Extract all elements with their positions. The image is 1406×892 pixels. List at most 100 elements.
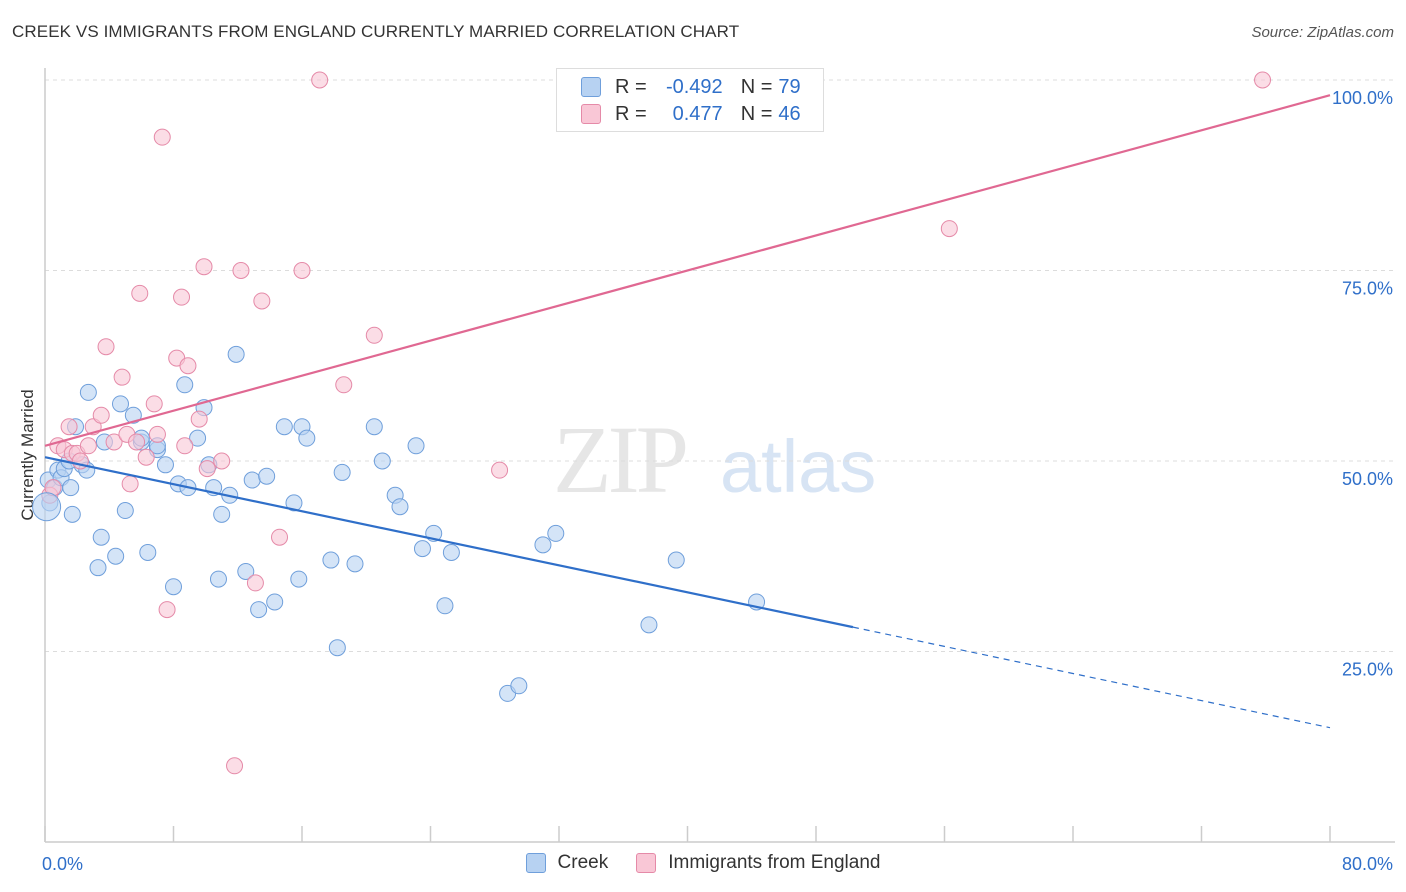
series-label-england: Immigrants from England — [668, 852, 881, 873]
legend-n-value: 46 — [778, 102, 801, 125]
trend-lines — [44, 94, 1331, 729]
point-england — [232, 262, 250, 279]
watermark-atlas: atlas — [720, 425, 876, 508]
point-creek — [32, 492, 62, 522]
point-england — [1254, 71, 1272, 89]
point-england — [92, 406, 110, 424]
point-creek — [328, 639, 346, 657]
legend: R = -0.492 N = 79 R = 0.477 N = 46 — [556, 68, 824, 132]
point-creek — [79, 383, 97, 401]
legend-r-label: R = — [615, 102, 647, 125]
point-creek — [189, 429, 207, 447]
point-creek — [322, 551, 340, 569]
legend-r-value: 0.477 — [672, 102, 723, 125]
point-england — [213, 452, 231, 470]
watermark: ZIP atlas — [553, 406, 876, 513]
legend-row-creek: R = -0.492 N = 79 — [581, 74, 801, 100]
point-england — [153, 128, 171, 146]
legend-n-value: 79 — [778, 75, 801, 98]
point-creek — [63, 505, 81, 523]
point-england — [113, 368, 131, 386]
series-legend-england: Immigrants from England — [636, 852, 880, 874]
point-creek — [116, 502, 134, 520]
series-swatch-creek — [525, 853, 546, 873]
series-legend: Creek Immigrants from England — [0, 852, 1406, 874]
point-england — [195, 258, 213, 276]
point-england — [60, 418, 78, 436]
point-creek — [640, 616, 658, 634]
point-creek — [209, 570, 227, 588]
x-tick-label: 0.0% — [42, 854, 83, 874]
point-england — [491, 461, 509, 479]
point-creek — [365, 418, 383, 436]
trend-line-creek — [44, 456, 854, 629]
point-creek — [285, 494, 303, 512]
point-england — [271, 528, 289, 546]
point-creek — [275, 418, 293, 436]
point-creek — [243, 471, 261, 489]
y-tick-label: 25.0% — [1342, 660, 1393, 680]
point-england — [128, 433, 146, 451]
point-england — [137, 448, 155, 466]
watermark-zip: ZIP — [553, 406, 686, 513]
legend-row-england: R = 0.477 N = 46 — [581, 101, 801, 127]
y-tick-label: 50.0% — [1342, 469, 1393, 489]
legend-r-label: R = — [615, 75, 647, 98]
point-england — [145, 395, 163, 413]
point-creek — [373, 452, 391, 470]
point-creek — [547, 524, 565, 542]
point-creek — [111, 395, 129, 413]
point-creek — [258, 467, 276, 485]
point-creek — [124, 406, 142, 424]
point-creek — [667, 551, 685, 569]
series-label-creek: Creek — [557, 852, 609, 873]
point-creek — [298, 429, 316, 447]
legend-r-value: -0.492 — [665, 75, 723, 98]
point-england — [97, 338, 115, 356]
point-creek — [92, 528, 110, 546]
series-swatch-england — [636, 853, 657, 873]
point-creek — [165, 578, 182, 596]
point-england — [940, 220, 958, 238]
y-tick-label: 100.0% — [1332, 88, 1393, 108]
point-creek — [139, 543, 157, 561]
point-england — [131, 284, 149, 302]
legend-n-label: N = — [740, 75, 773, 98]
source-label: Source: ZipAtlas.com — [1251, 24, 1394, 41]
chart-title: CREEK VS IMMIGRANTS FROM ENGLAND CURRENT… — [12, 22, 740, 41]
trend-line-creek-extension — [852, 626, 1331, 729]
point-england — [173, 288, 191, 306]
point-england — [198, 460, 216, 478]
point-creek — [250, 601, 268, 619]
series-legend-creek: Creek — [525, 852, 609, 874]
point-england — [311, 71, 329, 89]
point-england — [335, 376, 353, 394]
point-england — [148, 425, 166, 443]
point-creek — [436, 597, 454, 615]
legend-n-label: N = — [740, 102, 773, 125]
point-creek — [442, 543, 460, 561]
point-england — [365, 326, 383, 344]
axes — [44, 68, 1395, 843]
point-england — [253, 292, 271, 310]
point-creek — [227, 345, 245, 363]
point-england — [293, 262, 311, 279]
point-creek — [534, 536, 552, 554]
point-creek — [413, 540, 431, 558]
point-creek — [266, 593, 284, 611]
point-creek — [290, 570, 308, 588]
point-england — [105, 433, 123, 451]
point-creek — [62, 479, 80, 497]
point-england — [179, 357, 197, 375]
point-creek — [510, 677, 528, 695]
point-england — [176, 437, 194, 455]
point-england — [190, 410, 208, 428]
x-tick-label: 80.0% — [1342, 854, 1393, 874]
point-england — [79, 437, 97, 455]
point-creek — [213, 505, 231, 523]
point-creek — [107, 547, 125, 565]
point-creek — [407, 437, 425, 455]
point-creek — [237, 562, 255, 580]
point-creek — [346, 555, 364, 573]
